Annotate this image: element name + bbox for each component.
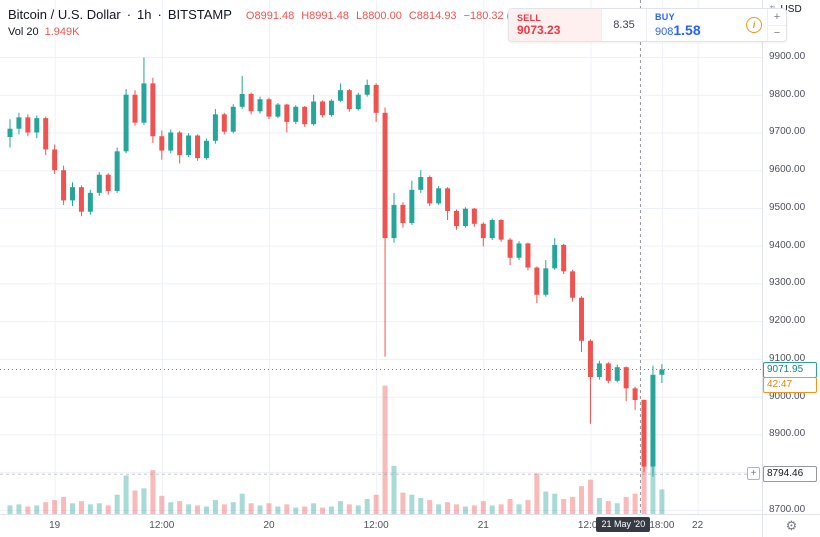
- crosshair-price-label: 8794.46: [763, 466, 817, 483]
- settings-gear-icon[interactable]: ⚙: [785, 518, 798, 533]
- last-price-label: 9071.95: [763, 362, 817, 379]
- price-tick: 9300.00: [769, 277, 806, 289]
- time-axis[interactable]: 19 12:00 20 12:00 21 12:00 18:00 22: [0, 514, 762, 537]
- price-tick: 9100.00: [769, 352, 806, 364]
- price-tick: 8900.00: [769, 428, 806, 440]
- sell-label: SELL: [517, 13, 542, 23]
- decrease-button[interactable]: −: [773, 27, 781, 40]
- buy-price-prefix: 908: [655, 26, 674, 38]
- high-value: H8991.48: [301, 10, 349, 22]
- price-axis[interactable]: ⇅ USD 9900.009800.009700.009600.009500.0…: [762, 0, 820, 515]
- price-tick: 9000.00: [769, 390, 806, 402]
- price-tick: 9200.00: [769, 315, 806, 327]
- chart-plot[interactable]: [0, 0, 762, 514]
- candles-svg[interactable]: [0, 0, 762, 514]
- buy-price-suffix: 1.58: [673, 22, 701, 38]
- time-tick: 22: [692, 520, 704, 531]
- sell-button[interactable]: SELL 9073.23: [509, 9, 601, 41]
- low-value: L8800.00: [355, 10, 402, 22]
- price-tick: 9400.00: [769, 239, 806, 251]
- time-tick: 12:00: [577, 520, 603, 531]
- time-tick: 19: [49, 520, 61, 531]
- price-tick: 9800.00: [769, 88, 806, 100]
- spread-value: 8.35: [601, 9, 647, 41]
- buy-label: BUY: [655, 12, 675, 22]
- quantity-stepper: + −: [767, 9, 786, 41]
- countdown-label: 42:47: [763, 377, 817, 394]
- increase-button[interactable]: +: [768, 9, 786, 26]
- symbol-legend: Bitcoin / U.S. Dollar · 1h · BITSTAMP O8…: [8, 7, 552, 22]
- time-tick: 12:00: [363, 520, 389, 531]
- volume-label: Vol 20: [8, 26, 39, 38]
- interval-label[interactable]: 1h: [137, 7, 152, 22]
- info-icon: i: [746, 17, 762, 33]
- add-alert-plus-button[interactable]: +: [747, 467, 760, 481]
- buy-button[interactable]: BUY 908 1.58: [647, 9, 741, 41]
- open-value: O8991.48: [245, 10, 295, 22]
- price-tick: 9500.00: [769, 201, 806, 213]
- symbol-name[interactable]: Bitcoin / U.S. Dollar: [8, 7, 121, 22]
- ohlc-readout: O8991.48 H8991.48 L8800.00 C8814.93 −180…: [246, 10, 552, 22]
- separator-dot: ·: [126, 7, 132, 22]
- price-tick: 8700.00: [769, 503, 806, 515]
- price-tick: 9600.00: [769, 164, 806, 176]
- currency-label: USD: [780, 4, 802, 15]
- volume-value: 1.949K: [44, 26, 80, 38]
- sell-price: 9073.23: [517, 23, 561, 37]
- price-tick: 9900.00: [769, 50, 806, 62]
- buy-price: 908 1.58: [655, 22, 733, 38]
- exchange-label[interactable]: BITSTAMP: [167, 7, 232, 22]
- time-tick: 18:00: [649, 520, 675, 531]
- time-tick: 20: [263, 520, 275, 531]
- info-button[interactable]: i: [741, 9, 767, 41]
- volume-legend: Vol 20 1.949K: [8, 26, 79, 38]
- axis-corner: ⚙: [762, 514, 820, 537]
- separator-dot: ·: [157, 7, 162, 22]
- time-tick: 21: [477, 520, 489, 531]
- price-tick: 9700.00: [769, 126, 806, 138]
- close-value: C8814.93: [408, 10, 457, 22]
- time-tick: 12:00: [149, 520, 175, 531]
- trade-panel: SELL 9073.23 8.35 BUY 908 1.58 i + −: [508, 8, 787, 42]
- crosshair-date-badge: 21 May '20: [596, 517, 651, 532]
